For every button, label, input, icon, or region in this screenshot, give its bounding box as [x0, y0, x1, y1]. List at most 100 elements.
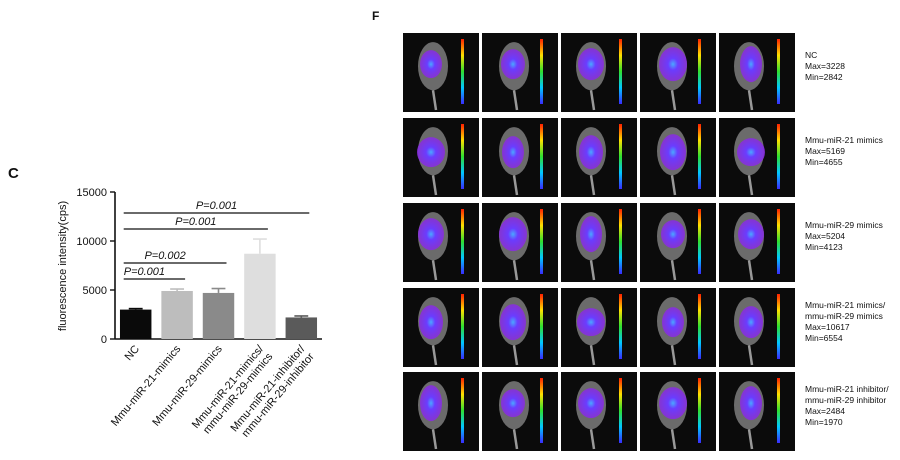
- mouse-image: [482, 33, 558, 112]
- signal: [501, 49, 525, 80]
- signal: [577, 308, 605, 337]
- signal: [659, 47, 687, 82]
- row-annotation: Max=10617: [805, 322, 850, 332]
- error-bar: [211, 287, 226, 293]
- bar: [161, 290, 193, 339]
- signal: [420, 50, 442, 79]
- signal: [417, 137, 445, 168]
- error-bar: [128, 307, 143, 310]
- mouse-tail: [589, 428, 596, 450]
- mouse-tail: [670, 344, 677, 366]
- color-scale: [540, 39, 543, 104]
- signal: [419, 305, 443, 340]
- mouse-image: [403, 372, 479, 451]
- mouse-tail: [512, 428, 519, 450]
- signal: [660, 134, 686, 171]
- mouse-image: [561, 33, 637, 112]
- color-scale: [698, 39, 701, 104]
- signal: [500, 304, 526, 341]
- p-value: P=0.001: [175, 216, 216, 228]
- color-scale: [777, 124, 780, 189]
- color-scale: [540, 124, 543, 189]
- row-annotation: Max=5204: [805, 231, 845, 241]
- color-scale: [698, 124, 701, 189]
- row-annotation: Min=6554: [805, 333, 843, 343]
- mouse-image: [561, 118, 637, 197]
- y-tick-label: 15000: [76, 187, 107, 199]
- p-value: P=0.001: [196, 200, 237, 212]
- color-scale: [619, 378, 622, 443]
- color-scale: [461, 124, 464, 189]
- y-tick-label: 0: [101, 334, 107, 346]
- row-annotation: mmu-miR-29 inhibitor: [805, 395, 886, 405]
- color-scale: [777, 39, 780, 104]
- mouse-image: [719, 372, 795, 451]
- x-tick-label-line: Mmu-miR-21-mimics: [109, 343, 184, 429]
- color-scale: [540, 209, 543, 274]
- mouse-tail: [589, 89, 596, 111]
- mouse-tail: [512, 174, 519, 196]
- signal: [662, 307, 684, 338]
- mouse-tail: [431, 259, 438, 281]
- y-tick-label: 10000: [76, 236, 107, 248]
- mouse-image: [482, 203, 558, 282]
- mouse-tail: [670, 174, 677, 196]
- mouse-image: [719, 203, 795, 282]
- x-tick-label: Mmu-miR-21-mimics: [109, 343, 184, 429]
- color-scale: [461, 39, 464, 104]
- mouse-tail: [589, 344, 596, 366]
- signal: [740, 46, 762, 83]
- mouse-tail: [431, 344, 438, 366]
- signal: [418, 218, 444, 251]
- mouse-tail: [670, 259, 677, 281]
- mouse-tail: [431, 428, 438, 450]
- signal: [738, 219, 764, 250]
- mouse-image: [403, 203, 479, 282]
- bar: [244, 253, 276, 339]
- error-bar: [252, 238, 267, 254]
- mouse-image: [640, 372, 716, 451]
- row-annotation: mmu-miR-29 mimics: [805, 311, 883, 321]
- signal: [499, 217, 527, 252]
- color-scale: [619, 124, 622, 189]
- color-scale: [698, 209, 701, 274]
- row-annotation: Mmu-miR-21 mimics: [805, 135, 883, 145]
- signal: [659, 387, 687, 420]
- mouse-image: [482, 372, 558, 451]
- mouse-image: [561, 288, 637, 367]
- x-tick-label-line: NC: [123, 343, 142, 363]
- row-annotation: Mmu-miR-21 mimics/: [805, 300, 886, 310]
- y-tick-label: 5000: [83, 285, 107, 297]
- row-annotation: Max=5169: [805, 146, 845, 156]
- error-bar: [294, 315, 309, 318]
- mouse-image: [640, 118, 716, 197]
- color-scale: [698, 378, 701, 443]
- color-scale: [461, 209, 464, 274]
- signal: [740, 386, 762, 421]
- mouse-tail: [747, 259, 754, 281]
- mouse-image: [403, 118, 479, 197]
- row-annotation: Mmu-miR-29 mimics: [805, 220, 883, 230]
- signal: [502, 136, 524, 169]
- mouse-tail: [747, 89, 754, 111]
- mouse-image: [561, 372, 637, 451]
- mouse-tail: [512, 344, 519, 366]
- signal: [737, 138, 765, 167]
- signal: [579, 135, 603, 170]
- mouse-image: [719, 118, 795, 197]
- mouse-tail: [589, 174, 596, 196]
- color-scale: [619, 209, 622, 274]
- mouse-tail: [747, 428, 754, 450]
- panel-label: C: [8, 165, 19, 182]
- color-scale: [698, 294, 701, 359]
- mouse-tail: [431, 174, 438, 196]
- mouse-image: [640, 33, 716, 112]
- mouse-tail: [747, 344, 754, 366]
- p-value: P=0.002: [144, 250, 185, 262]
- bar: [285, 317, 318, 339]
- signal: [578, 388, 604, 419]
- color-scale: [540, 294, 543, 359]
- panel-label: F: [372, 9, 379, 23]
- p-value: P=0.001: [124, 266, 165, 278]
